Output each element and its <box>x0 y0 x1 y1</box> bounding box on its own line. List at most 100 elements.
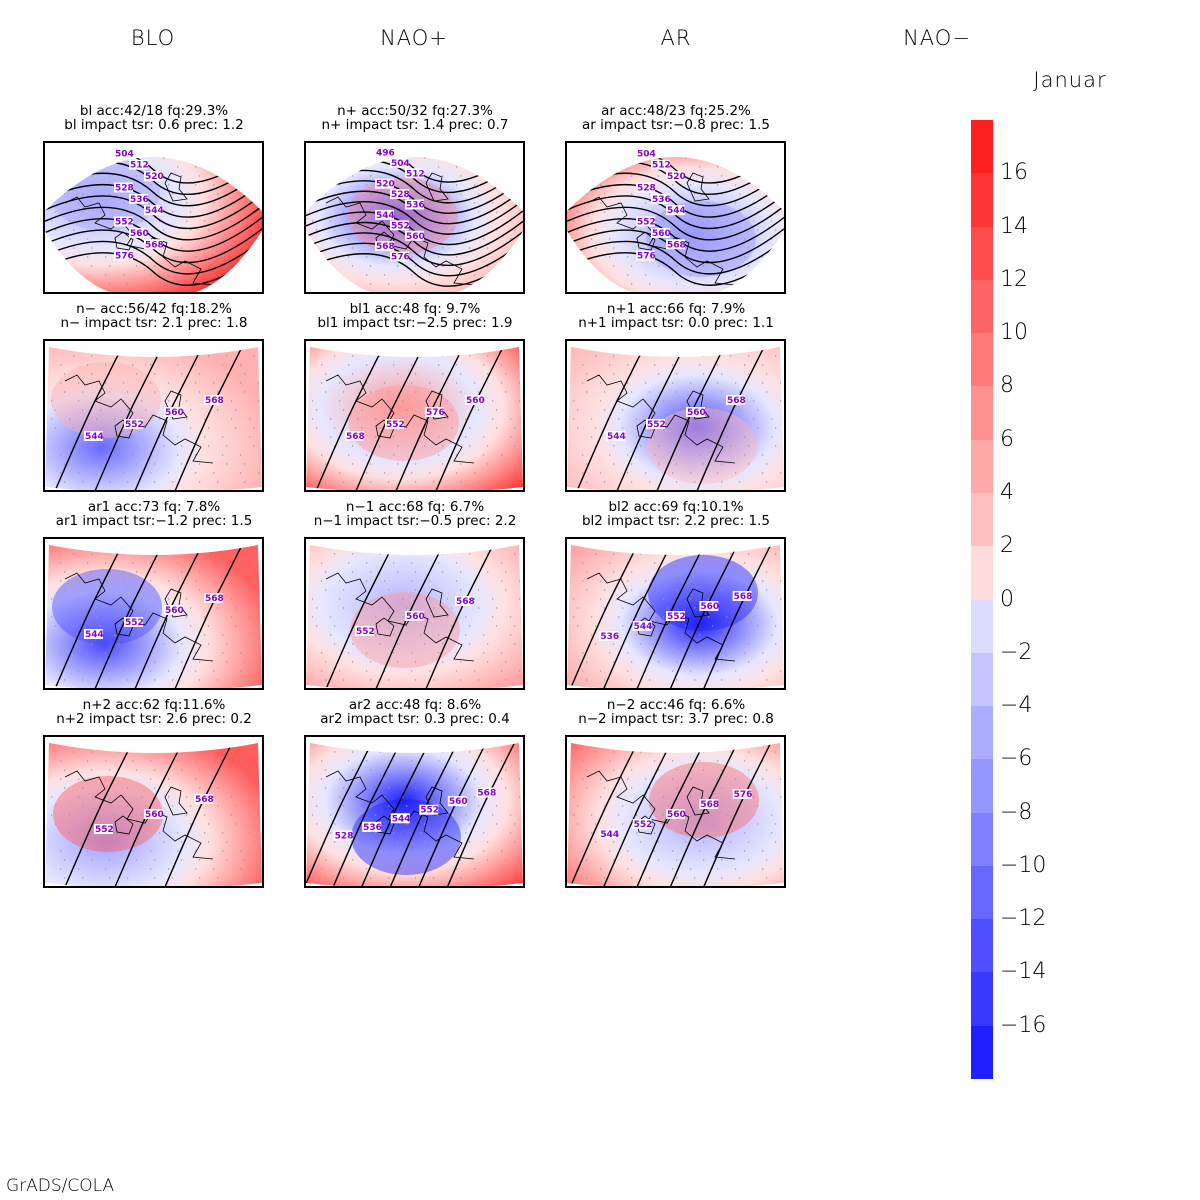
panel-title-line1: n+2 acc:62 fq:11.6% <box>82 697 226 713</box>
map-panel: 528 536 544 552 560 568 <box>304 735 525 888</box>
contour-label-text: 560 <box>165 606 184 616</box>
colorbar-tick-label: −14 <box>1000 959 1047 985</box>
panel-title-line1: n+1 acc:66 fq: 7.9% <box>606 301 746 317</box>
panel-title: n−1 acc:68 fq: 6.7% n−1 impact tsr:−0.5 p… <box>285 500 545 528</box>
contour-label: 552 <box>419 804 439 816</box>
contour-label: 560 <box>465 395 485 406</box>
contour-line <box>45 182 262 218</box>
contour-label: 568 <box>732 591 752 602</box>
contour-line <box>45 251 262 286</box>
contour-label-text: 536 <box>600 632 619 642</box>
contour-label: 560 <box>405 230 425 242</box>
colorbar-tick-label: −4 <box>1000 693 1033 719</box>
contour-label: 544 <box>666 205 686 216</box>
colorbar-tick-label: 12 <box>1000 266 1028 292</box>
anomaly-blob <box>350 592 460 668</box>
contour-line <box>134 347 206 490</box>
contour-label-text: 544 <box>376 211 395 221</box>
contour-label: 568 <box>666 239 686 250</box>
contour-label-text: 528 <box>335 831 354 841</box>
contour-line <box>306 189 523 225</box>
colorbar-tick-label: 14 <box>1000 213 1028 239</box>
contour-label: 568 <box>699 799 719 810</box>
contour-label: 552 <box>646 419 666 430</box>
contour-label-text: 552 <box>667 612 686 622</box>
panel-title-line2: ar1 impact tsr:−1.2 prec: 1.5 <box>55 513 253 529</box>
contour-label-text: 560 <box>165 408 184 418</box>
colorbar-tick-label: −8 <box>1000 799 1033 825</box>
contour-label-text: 560 <box>145 810 164 820</box>
contour-label: 552 <box>385 419 405 430</box>
column-header-nao-plus: NAO+ <box>380 26 448 50</box>
contour-label-text: 552 <box>386 420 405 430</box>
map-plot: 552 560 568 <box>45 743 262 886</box>
contour-label-text: 552 <box>637 218 656 228</box>
contour-label-text: 544 <box>85 630 104 640</box>
colorbar-tick-label: 16 <box>1000 160 1028 186</box>
contour-label: 552 <box>124 419 144 430</box>
panel-title-line1: n−2 acc:46 fq: 6.6% <box>606 697 746 713</box>
anomaly-blob <box>348 178 458 254</box>
panel-title: n−2 acc:46 fq: 6.6% n−2 impact tsr: 3.7 p… <box>546 698 806 726</box>
map-panel: 552 560 568 <box>304 537 525 690</box>
anomaly-blob <box>52 569 162 645</box>
contour-label: 568 <box>144 239 164 250</box>
contour-label-text: 568 <box>346 432 365 442</box>
contour-label: 576 <box>114 250 134 262</box>
contour-label: 544 <box>632 621 652 632</box>
contour-label-text: 544 <box>392 814 411 824</box>
contour-line <box>656 347 728 490</box>
colorbar-tick-label: 0 <box>1000 586 1014 612</box>
contour-label-text: 520 <box>145 172 164 182</box>
contour-label-text: 560 <box>466 396 485 406</box>
contour-label: 528 <box>114 182 134 193</box>
colorbar-segment <box>971 759 993 814</box>
contour-label: 504 <box>636 148 656 159</box>
contour-label: 552 <box>636 216 656 228</box>
colorbar-segment <box>971 173 993 228</box>
contour-line <box>567 205 784 241</box>
panel-title-line1: ar1 acc:73 fq: 7.8% <box>87 499 221 515</box>
contour-label: 568 <box>204 395 224 406</box>
contour-label-text: 560 <box>667 810 686 820</box>
contour-label-text: 552 <box>125 420 144 430</box>
anomaly-blob <box>351 799 461 875</box>
contour-label: 560 <box>129 227 149 239</box>
contour-line <box>616 347 688 490</box>
contour-label-text: 560 <box>652 229 671 239</box>
contour-line <box>355 347 427 490</box>
column-header-nao-minus: NAO− <box>903 26 971 50</box>
panel-title: n+ acc:50/32 fq:27.3% n+ impact tsr: 1.4 … <box>285 104 545 132</box>
contour-label: 544 <box>375 209 395 221</box>
contour-label: 536 <box>599 631 619 642</box>
contour-label-text: 544 <box>145 206 164 216</box>
contour-label-text: 568 <box>205 396 224 406</box>
contour-label: 496 <box>375 147 395 158</box>
map-panel: 504 512 520 528 536 544 552 560 568 576 <box>43 141 264 294</box>
contour-line <box>395 347 467 490</box>
contour-line <box>567 251 784 286</box>
anomaly-blob <box>53 776 163 852</box>
contour-line <box>636 545 708 688</box>
map-panel: 504 512 520 528 536 544 552 560 568 576 <box>565 141 786 294</box>
panel-title-line2: ar impact tsr:−0.8 prec: 1.5 <box>582 117 770 133</box>
contour-label: 544 <box>84 431 104 442</box>
panel-title-line2: n− impact tsr: 2.1 prec: 1.8 <box>60 315 248 331</box>
panel-title-line1: n+ acc:50/32 fq:27.3% <box>337 103 493 119</box>
contour-label-text: 512 <box>406 169 425 179</box>
panel-title-line1: bl1 acc:48 fq: 9.7% <box>349 301 481 317</box>
contour-label: 536 <box>129 193 149 205</box>
colorbar-tick-label: 10 <box>1000 320 1028 346</box>
significance-stipple <box>50 347 260 483</box>
contour-label: 568 <box>204 593 224 604</box>
significance-stipple <box>311 545 521 681</box>
map-panel: 496 504 512 520 528 536 544 552 560 568 576 <box>304 141 525 294</box>
contour-label-text: 528 <box>637 183 656 193</box>
colorbar-segment <box>971 333 993 387</box>
contour-line <box>669 743 741 886</box>
column-header-blo: BLO <box>130 26 176 50</box>
contour-line <box>114 743 186 886</box>
contour-label-text: 568 <box>195 795 214 805</box>
contour-label-text: 504 <box>637 149 656 159</box>
